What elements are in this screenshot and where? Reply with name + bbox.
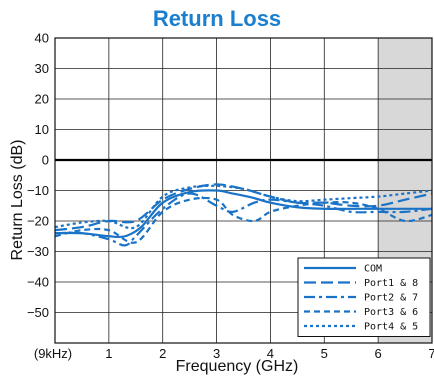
series-line-1 (55, 189, 432, 239)
y-tick-label: −10 (27, 183, 49, 198)
x-tick-label: 7 (428, 346, 434, 361)
series-line-2 (55, 183, 432, 232)
legend-label: Port1 & 8 (364, 278, 418, 289)
series-line-5 (55, 184, 432, 230)
y-tick-label: −20 (27, 214, 49, 229)
y-tick-label: 20 (35, 92, 49, 107)
y-tick-label: 10 (35, 122, 49, 137)
y-tick-label: 0 (42, 153, 49, 168)
y-tick-label: −50 (27, 305, 49, 320)
series-line-3 (55, 192, 432, 247)
x-tick-label: 1 (105, 346, 112, 361)
x-axis-label: Frequency (GHz) (175, 358, 299, 375)
plot-frame (54, 37, 433, 344)
series-line-4 (55, 196, 432, 244)
x-tick-label: 2 (159, 346, 166, 361)
x-tick-label: 6 (375, 346, 382, 361)
y-tick-label: −30 (27, 244, 49, 259)
legend-label: Port3 & 6 (364, 307, 418, 318)
y-tick-label: 30 (35, 61, 49, 76)
x-tick-label: 5 (321, 346, 328, 361)
chart-title: Return Loss (152, 6, 282, 31)
y-tick-label: 40 (35, 31, 49, 46)
x-tick-label: (9kHz) (34, 346, 72, 361)
x-tick-label: 4 (267, 346, 274, 361)
legend-label: Port2 & 7 (364, 293, 418, 304)
x-tick-label: 3 (213, 346, 220, 361)
legend-label: Port4 & 5 (364, 322, 418, 333)
legend-label: COM (364, 264, 382, 275)
y-tick-label: −40 (27, 275, 49, 290)
legend: COM Port1 & 8 Port2 & 7 Port3 & 6 Port4 & 5 (297, 257, 431, 337)
